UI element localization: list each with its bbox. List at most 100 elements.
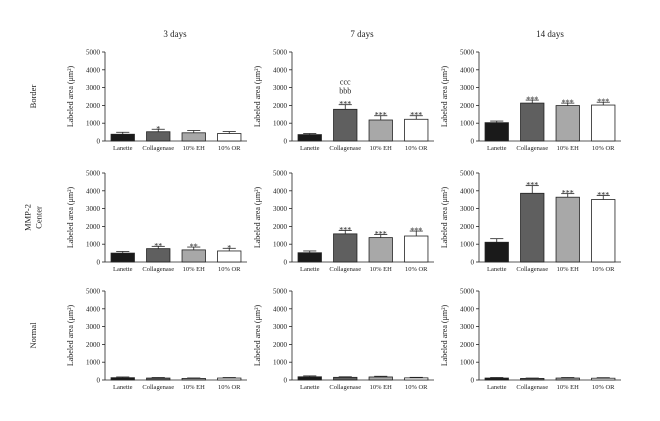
y-tick-label: 5000	[460, 288, 475, 296]
significance-label: ***	[562, 189, 574, 198]
x-tick-label-10-or: 10% OR	[218, 145, 241, 152]
x-tick-label-10-or: 10% OR	[218, 266, 241, 273]
x-tick-label-collagenase: Collagenase	[142, 145, 174, 152]
y-tick-label: 3000	[460, 84, 475, 92]
x-tick-label-collagenase: Collagenase	[329, 145, 361, 152]
y-tick-label: 2000	[460, 341, 475, 349]
bar-10-eh	[555, 377, 580, 381]
x-tick-label-lanette: Lanette	[487, 266, 507, 273]
y-tick-label: 0	[284, 377, 288, 385]
y-tick-label: 4000	[460, 305, 475, 313]
row-label-mmp-2: MMP-2	[23, 204, 33, 231]
x-tick-label-10-eh: 10% EH	[370, 266, 393, 273]
x-tick-label-collagenase: Collagenase	[142, 384, 174, 391]
significance-label: *	[227, 243, 231, 252]
bar-10-eh	[181, 377, 206, 381]
significance-label: ***	[339, 225, 351, 234]
significance-label: **	[154, 241, 162, 250]
panel-border-3-days: Labeled area (μm²) 0 1000 2000 3000 4000 5000 L…	[66, 49, 247, 152]
bar-10-eh	[555, 105, 580, 142]
bar-collagenase	[146, 131, 171, 142]
bar-10-or	[591, 377, 616, 381]
bar-collagenase	[146, 377, 171, 381]
y-tick-label: 3000	[460, 323, 475, 331]
x-tick-label-lanette: Lanette	[300, 266, 320, 273]
x-tick-label-lanette: Lanette	[113, 145, 133, 152]
y-tick-label: 1000	[460, 241, 475, 249]
y-tick-label: 2000	[273, 102, 288, 110]
row-label-normal: Normal	[28, 322, 38, 349]
x-tick-label-collagenase: Collagenase	[142, 266, 174, 273]
panel-normal-14-days: Labeled area (μm²) 0 1000 2000 3000 4000 5000 L…	[440, 288, 621, 391]
significance-label: ***	[562, 98, 574, 107]
bar-lanette	[297, 252, 322, 263]
significance-label: ***	[526, 181, 538, 190]
x-tick-label-lanette: Lanette	[487, 145, 507, 152]
y-tick-label: 0	[471, 138, 475, 146]
bar-collagenase	[520, 377, 545, 381]
y-tick-label: 1000	[460, 359, 475, 367]
y-tick-label: 3000	[273, 205, 288, 213]
significance-label: ***	[375, 111, 387, 120]
y-tick-label: 1000	[86, 359, 101, 367]
y-tick-label: 1000	[86, 241, 101, 249]
y-tick-label: 0	[97, 377, 101, 385]
x-tick-label-lanette: Lanette	[113, 266, 133, 273]
bar-lanette	[110, 133, 135, 142]
y-tick-label: 2000	[86, 223, 101, 231]
y-tick-label: 2000	[460, 223, 475, 231]
significance-label: ***	[410, 111, 422, 120]
significance-label: *	[156, 124, 160, 133]
y-axis-label: Labeled area (μm²)	[66, 187, 75, 249]
y-tick-label: 5000	[460, 49, 475, 57]
y-tick-label: 5000	[273, 288, 288, 296]
y-tick-label: 4000	[460, 66, 475, 74]
y-tick-label: 4000	[86, 66, 101, 74]
bar-lanette	[110, 377, 135, 381]
bar-10-or	[404, 377, 429, 381]
significance-label: ***	[375, 230, 387, 239]
x-tick-label-collagenase: Collagenase	[516, 266, 548, 273]
row-label-center: Center	[34, 206, 44, 229]
bar-10-or	[217, 377, 242, 381]
y-tick-label: 1000	[460, 120, 475, 128]
x-tick-label-10-or: 10% OR	[592, 266, 615, 273]
y-tick-label: 3000	[86, 84, 101, 92]
x-tick-label-lanette: Lanette	[113, 384, 133, 391]
x-tick-label-collagenase: Collagenase	[516, 145, 548, 152]
chart-panels: Border MMP-2 Center Normal Labeled area (μm²…	[23, 49, 621, 391]
column-title-14-days: 14 days	[536, 29, 564, 39]
y-tick-label: 5000	[273, 49, 288, 57]
bar-10-or	[591, 104, 616, 142]
x-tick-label-10-eh: 10% EH	[370, 145, 393, 152]
column-title-7-days: 7 days	[350, 29, 374, 39]
x-tick-label-10-eh: 10% EH	[557, 266, 580, 273]
bar-collagenase	[520, 192, 545, 263]
bar-collagenase	[333, 376, 358, 381]
y-tick-label: 3000	[86, 205, 101, 213]
y-tick-label: 1000	[273, 241, 288, 249]
panel-border-14-days: Labeled area (μm²) 0 1000 2000 3000 4000 5000 L…	[440, 49, 621, 152]
y-tick-label: 2000	[273, 341, 288, 349]
y-tick-label: 5000	[273, 170, 288, 178]
y-tick-label: 0	[97, 259, 101, 267]
y-tick-label: 1000	[86, 120, 101, 128]
y-axis-label: Labeled area (μm²)	[440, 187, 449, 249]
significance-label: ***	[597, 97, 609, 106]
y-tick-label: 5000	[86, 288, 101, 296]
y-axis-label: Labeled area (μm²)	[253, 187, 262, 249]
bar-10-eh	[368, 376, 393, 381]
y-tick-label: 2000	[460, 102, 475, 110]
y-tick-label: 3000	[86, 323, 101, 331]
panel-border-7-days: Labeled area (μm²) 0 1000 2000 3000 4000 5000 L…	[253, 49, 434, 152]
x-tick-label-lanette: Lanette	[300, 384, 320, 391]
x-tick-label-10-or: 10% OR	[592, 384, 615, 391]
row-label-border: Border	[28, 85, 38, 109]
x-tick-label-10-eh: 10% EH	[183, 266, 206, 273]
x-tick-label-10-or: 10% OR	[592, 145, 615, 152]
bar-collagenase	[146, 248, 171, 263]
significance-label: ***	[526, 95, 538, 104]
significance-label: **	[190, 242, 198, 251]
y-tick-label: 5000	[460, 170, 475, 178]
